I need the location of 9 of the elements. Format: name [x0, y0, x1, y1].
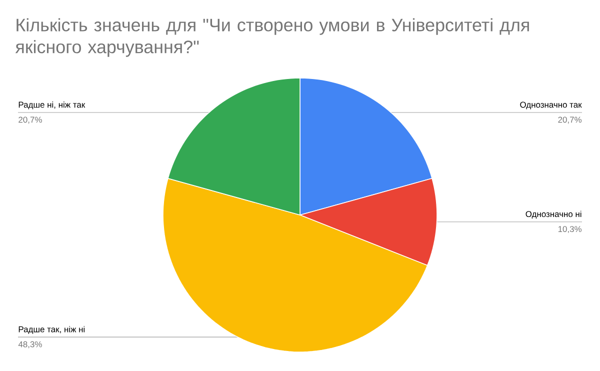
data-label: 20,7%: [558, 116, 582, 124]
slice-label: Однозначно так: [520, 102, 582, 110]
data-label: 48,3%: [18, 341, 42, 348]
slice-label: Однозначно ні: [526, 210, 582, 219]
chart-title: Кількість значень для "Чи створено умови в Університеті для якісного харчування?": [15, 18, 529, 57]
slice-label: Радше так, ніж ні: [18, 326, 85, 334]
data-label: 20,7%: [18, 116, 42, 124]
data-label: 10,3%: [558, 226, 582, 234]
slice-label: Радше ні, ніж так: [18, 101, 86, 110]
